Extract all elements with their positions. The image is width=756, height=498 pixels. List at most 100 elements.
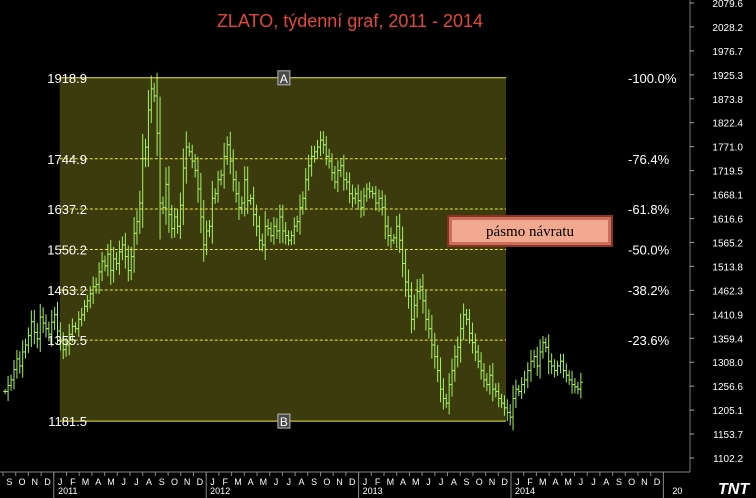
right-axis-label: 1205.1 — [712, 406, 743, 417]
month-label: S — [464, 477, 470, 487]
month-label: A — [451, 477, 457, 487]
month-label: O — [476, 477, 483, 487]
year-label: 20 — [672, 486, 682, 496]
tnt-logo: TNT — [700, 476, 756, 498]
month-label: J — [210, 477, 215, 487]
month-label: J — [426, 477, 431, 487]
month-label: A — [400, 477, 406, 487]
month-label: A — [552, 477, 558, 487]
month-label: F — [70, 477, 76, 487]
month-label: D — [501, 477, 508, 487]
marker-a-box — [277, 70, 291, 86]
fib-level-pct: -76.4% — [628, 152, 670, 167]
chart-title: ZLATO, týdenní graf, 2011 - 2014 — [217, 11, 483, 31]
month-label: N — [489, 477, 496, 487]
right-axis-label: 1102.2 — [713, 454, 743, 465]
marker-a: A — [277, 70, 291, 86]
month-label: S — [616, 477, 622, 487]
fib-level-pct: -38.2% — [628, 283, 670, 298]
tnt-logo-text: TNT — [718, 481, 750, 498]
right-axis-label: 1153.7 — [713, 430, 743, 441]
year-label: 2014 — [515, 486, 535, 496]
right-axis-label: 1873.8 — [712, 95, 743, 106]
annotation-box-inner — [452, 220, 608, 242]
month-label: M — [539, 477, 547, 487]
fib-level-pct: -100.0% — [628, 71, 677, 86]
right-axis-label: 2079.6 — [712, 0, 743, 10]
month-label: N — [32, 477, 39, 487]
month-label: O — [19, 477, 26, 487]
month-label: M — [564, 477, 572, 487]
fib-level-price: 1181.5 — [48, 414, 87, 429]
month-label: S — [6, 477, 12, 487]
month-label: J — [274, 477, 279, 487]
month-label: M — [82, 477, 90, 487]
right-axis-label: 1616.6 — [712, 215, 743, 226]
month-label: J — [363, 477, 368, 487]
fib-level-price: 1355.5 — [47, 333, 87, 348]
year-label: 2013 — [363, 486, 383, 496]
month-label: J — [579, 477, 584, 487]
month-label: D — [654, 477, 661, 487]
marker-b-box — [277, 413, 291, 429]
fib-level-pct: -61.8% — [628, 202, 670, 217]
year-label: 2011 — [58, 486, 77, 496]
right-axis-label: 1256.6 — [712, 382, 743, 393]
right-axis-label: 1719.5 — [712, 167, 743, 178]
marker-a-label: A — [280, 72, 288, 86]
fib-level-price: 1744.9 — [47, 152, 87, 167]
right-axis-label: 1359.4 — [712, 334, 743, 345]
price-bar — [578, 372, 583, 399]
month-label: M — [387, 477, 395, 487]
month-label: M — [260, 477, 268, 487]
right-axis-label: 1565.2 — [712, 238, 743, 249]
time-axis-panel — [0, 472, 690, 498]
right-axis-label: 1513.8 — [712, 262, 743, 273]
month-label: A — [248, 477, 254, 487]
month-label: M — [412, 477, 420, 487]
month-label: F — [527, 477, 533, 487]
marker-b: B — [277, 413, 291, 429]
month-label: J — [515, 477, 520, 487]
month-label: J — [58, 477, 63, 487]
month-label: O — [171, 477, 178, 487]
month-label: A — [95, 477, 101, 487]
month-label: M — [234, 477, 242, 487]
marker-b-label: B — [280, 415, 288, 429]
fib-level-price: 1637.2 — [47, 202, 87, 217]
month-label: J — [439, 477, 444, 487]
month-label: D — [197, 477, 204, 487]
fib-level-pct: -23.6% — [628, 333, 670, 348]
month-label: J — [287, 477, 292, 487]
month-label: O — [323, 477, 330, 487]
month-label: F — [375, 477, 381, 487]
right-axis-label: 1668.1 — [712, 191, 743, 202]
month-label: M — [107, 477, 115, 487]
month-label: F — [223, 477, 229, 487]
month-label: J — [134, 477, 139, 487]
month-label: N — [184, 477, 191, 487]
fib-level-price: 1918.9 — [47, 71, 87, 86]
month-label: N — [336, 477, 343, 487]
month-label: S — [311, 477, 317, 487]
month-label: D — [44, 477, 51, 487]
right-axis-label: 2028.2 — [712, 23, 743, 34]
month-label: O — [628, 477, 635, 487]
right-axis-label: 1410.9 — [712, 310, 743, 321]
right-axis-label: 1822.4 — [712, 119, 743, 130]
year-label: 2012 — [210, 486, 230, 496]
annotation-text: pásmo návratu — [486, 224, 574, 240]
right-axis-label: 1462.3 — [712, 286, 743, 297]
right-axis-label: 1771.0 — [712, 143, 743, 154]
right-axis-label: 1308.0 — [712, 358, 743, 369]
month-label: J — [591, 477, 596, 487]
right-axis-panel — [690, 0, 756, 476]
month-label: D — [349, 477, 356, 487]
fib-level-pct: -50.0% — [628, 242, 670, 257]
month-label: N — [641, 477, 648, 487]
fib-level-price: 1463.2 — [47, 283, 87, 298]
right-axis-label: 1976.7 — [712, 47, 743, 58]
month-label: A — [146, 477, 152, 487]
fib-level-price: 1550.2 — [47, 242, 87, 257]
